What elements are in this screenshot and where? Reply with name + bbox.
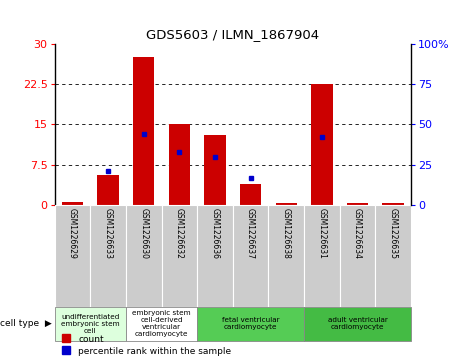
Text: GSM1226633: GSM1226633 (104, 208, 113, 259)
Text: embryonic stem
cell-derived
ventricular
cardiomyocyte: embryonic stem cell-derived ventricular … (132, 310, 191, 338)
Legend: count, percentile rank within the sample: count, percentile rank within the sample (59, 333, 234, 359)
Text: fetal ventricular
cardiomyocyte: fetal ventricular cardiomyocyte (222, 318, 279, 330)
Text: GSM1226631: GSM1226631 (317, 208, 326, 259)
Bar (162, 205, 197, 307)
Text: GSM1226637: GSM1226637 (246, 208, 255, 259)
Bar (311, 84, 332, 205)
Bar (197, 307, 304, 341)
Text: adult ventricular
cardiomyocyte: adult ventricular cardiomyocyte (327, 318, 388, 330)
Text: cell type  ▶: cell type ▶ (0, 319, 52, 329)
Bar (268, 205, 304, 307)
Text: GSM1226632: GSM1226632 (175, 208, 184, 259)
Text: GSM1226638: GSM1226638 (282, 208, 291, 259)
Bar (133, 57, 154, 205)
Bar (62, 203, 83, 205)
Bar (240, 184, 261, 205)
Text: GSM1226635: GSM1226635 (389, 208, 398, 259)
Bar (233, 205, 268, 307)
Text: undifferentiated
embryonic stem
cell: undifferentiated embryonic stem cell (61, 314, 120, 334)
Bar (197, 205, 233, 307)
Bar (169, 124, 190, 205)
Bar (347, 204, 368, 205)
Bar (126, 205, 162, 307)
Bar (375, 205, 411, 307)
Text: GSM1226636: GSM1226636 (210, 208, 219, 259)
Bar (126, 307, 197, 341)
Bar (90, 205, 126, 307)
Bar (304, 307, 411, 341)
Bar (204, 135, 226, 205)
Text: GSM1226634: GSM1226634 (353, 208, 362, 259)
Bar (382, 204, 404, 205)
Bar (55, 307, 126, 341)
Title: GDS5603 / ILMN_1867904: GDS5603 / ILMN_1867904 (146, 28, 319, 41)
Bar (340, 205, 375, 307)
Bar (304, 205, 340, 307)
Bar (276, 204, 297, 205)
Text: GSM1226630: GSM1226630 (139, 208, 148, 259)
Bar (97, 175, 119, 205)
Text: GSM1226629: GSM1226629 (68, 208, 77, 259)
Bar (55, 205, 90, 307)
